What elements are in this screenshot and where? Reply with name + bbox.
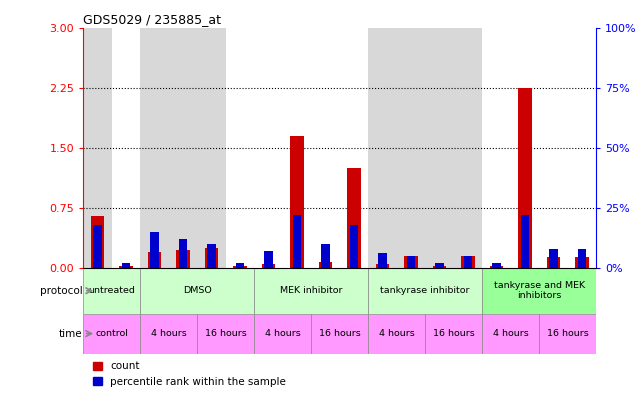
Bar [482, 268, 596, 314]
Bar [350, 224, 358, 268]
Bar [518, 88, 531, 268]
Bar [378, 253, 387, 268]
Bar [264, 251, 273, 268]
Text: 4 hours: 4 hours [379, 329, 415, 338]
Text: 16 hours: 16 hours [433, 329, 474, 338]
Bar [233, 266, 247, 268]
Text: time: time [59, 329, 83, 339]
Bar [119, 266, 133, 268]
Bar [262, 264, 275, 268]
Text: untreated: untreated [88, 286, 135, 295]
Text: 4 hours: 4 hours [151, 329, 187, 338]
Bar [482, 314, 539, 354]
Bar [549, 249, 558, 268]
Bar [490, 266, 503, 268]
Bar [454, 28, 482, 268]
Bar [83, 28, 112, 268]
Bar [176, 250, 190, 268]
Text: 4 hours: 4 hours [493, 329, 529, 338]
Bar [319, 262, 332, 268]
Bar [321, 244, 329, 268]
Bar [283, 28, 312, 268]
Legend: count, percentile rank within the sample: count, percentile rank within the sample [88, 357, 290, 391]
Bar [179, 239, 187, 268]
Bar [112, 28, 140, 268]
Text: DMSO: DMSO [183, 286, 212, 295]
Bar [547, 257, 560, 268]
Bar [406, 256, 415, 268]
Text: 16 hours: 16 hours [205, 329, 247, 338]
Bar [290, 136, 304, 268]
Text: GDS5029 / 235885_at: GDS5029 / 235885_at [83, 13, 221, 26]
Bar [83, 314, 140, 354]
Bar [520, 215, 529, 268]
Bar [140, 268, 254, 314]
Bar [122, 263, 130, 268]
Bar [340, 28, 368, 268]
Text: protocol: protocol [40, 286, 83, 296]
Bar [433, 266, 446, 268]
Bar [368, 268, 482, 314]
Bar [463, 256, 472, 268]
Bar [293, 215, 301, 268]
Bar [140, 28, 169, 268]
Bar [511, 28, 539, 268]
Bar [435, 263, 444, 268]
Text: tankyrase and MEK
inhibitors: tankyrase and MEK inhibitors [494, 281, 585, 300]
Bar [425, 314, 482, 354]
Bar [376, 264, 389, 268]
Bar [404, 256, 417, 268]
Bar [83, 268, 140, 314]
Text: 16 hours: 16 hours [547, 329, 588, 338]
Text: tankyrase inhibitor: tankyrase inhibitor [381, 286, 470, 295]
Bar [397, 28, 425, 268]
Bar [368, 314, 425, 354]
Bar [148, 252, 161, 268]
Bar [492, 263, 501, 268]
Bar [312, 314, 368, 354]
Bar [254, 314, 312, 354]
Bar [254, 28, 283, 268]
Bar [482, 28, 511, 268]
Text: control: control [96, 329, 128, 338]
Bar [226, 28, 254, 268]
Bar [197, 28, 226, 268]
Bar [150, 232, 159, 268]
Bar [236, 263, 244, 268]
Bar [539, 314, 596, 354]
Bar [425, 28, 454, 268]
Text: 16 hours: 16 hours [319, 329, 361, 338]
Bar [368, 28, 397, 268]
Bar [462, 256, 474, 268]
Bar [169, 28, 197, 268]
Bar [347, 168, 361, 268]
Bar [575, 257, 588, 268]
Bar [312, 28, 340, 268]
Bar [205, 248, 218, 268]
Bar [207, 244, 216, 268]
Bar [197, 314, 254, 354]
Bar [568, 28, 596, 268]
Bar [94, 224, 102, 268]
Bar [91, 216, 104, 268]
Bar [254, 268, 368, 314]
Bar [539, 28, 568, 268]
Text: MEK inhibitor: MEK inhibitor [280, 286, 342, 295]
Text: 4 hours: 4 hours [265, 329, 301, 338]
Bar [140, 314, 197, 354]
Bar [578, 249, 586, 268]
